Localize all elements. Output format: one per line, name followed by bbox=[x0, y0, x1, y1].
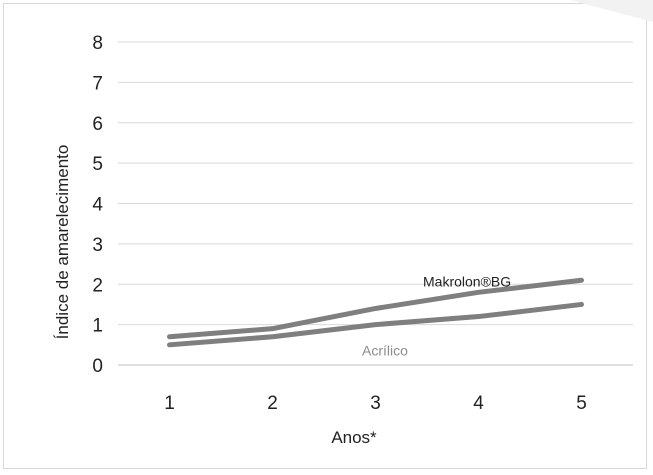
y-tick-label: 5 bbox=[92, 154, 103, 175]
y-axis-title: Índice de amarelecimento bbox=[53, 145, 72, 340]
x-tick-label: 4 bbox=[473, 393, 484, 414]
y-tick-label: 4 bbox=[92, 195, 103, 216]
y-axis-ticks: 0 1 2 3 4 5 6 7 8 bbox=[92, 33, 103, 377]
x-tick-label: 3 bbox=[370, 393, 381, 414]
y-tick-label: 8 bbox=[92, 33, 103, 54]
x-tick-label: 2 bbox=[267, 393, 278, 414]
y-tick-label: 1 bbox=[92, 316, 103, 337]
y-tick-label: 2 bbox=[92, 275, 103, 296]
series-label: Acrílico bbox=[362, 343, 408, 359]
y-tick-label: 0 bbox=[92, 356, 103, 377]
chart-frame bbox=[3, 3, 647, 469]
series-labels: Makrolon®BG Acrílico bbox=[362, 273, 511, 358]
series-lines bbox=[167, 277, 584, 348]
y-tick-label: 7 bbox=[92, 73, 103, 94]
series-label: Makrolon®BG bbox=[423, 273, 511, 289]
x-tick-label: 5 bbox=[576, 393, 587, 414]
x-axis-title: Anos* bbox=[331, 428, 377, 447]
y-tick-label: 3 bbox=[92, 235, 103, 256]
x-tick-label: 1 bbox=[164, 393, 175, 414]
y-tick-label: 6 bbox=[92, 114, 103, 135]
x-axis-ticks: 1 2 3 4 5 bbox=[164, 393, 587, 414]
gridlines bbox=[118, 41, 633, 366]
